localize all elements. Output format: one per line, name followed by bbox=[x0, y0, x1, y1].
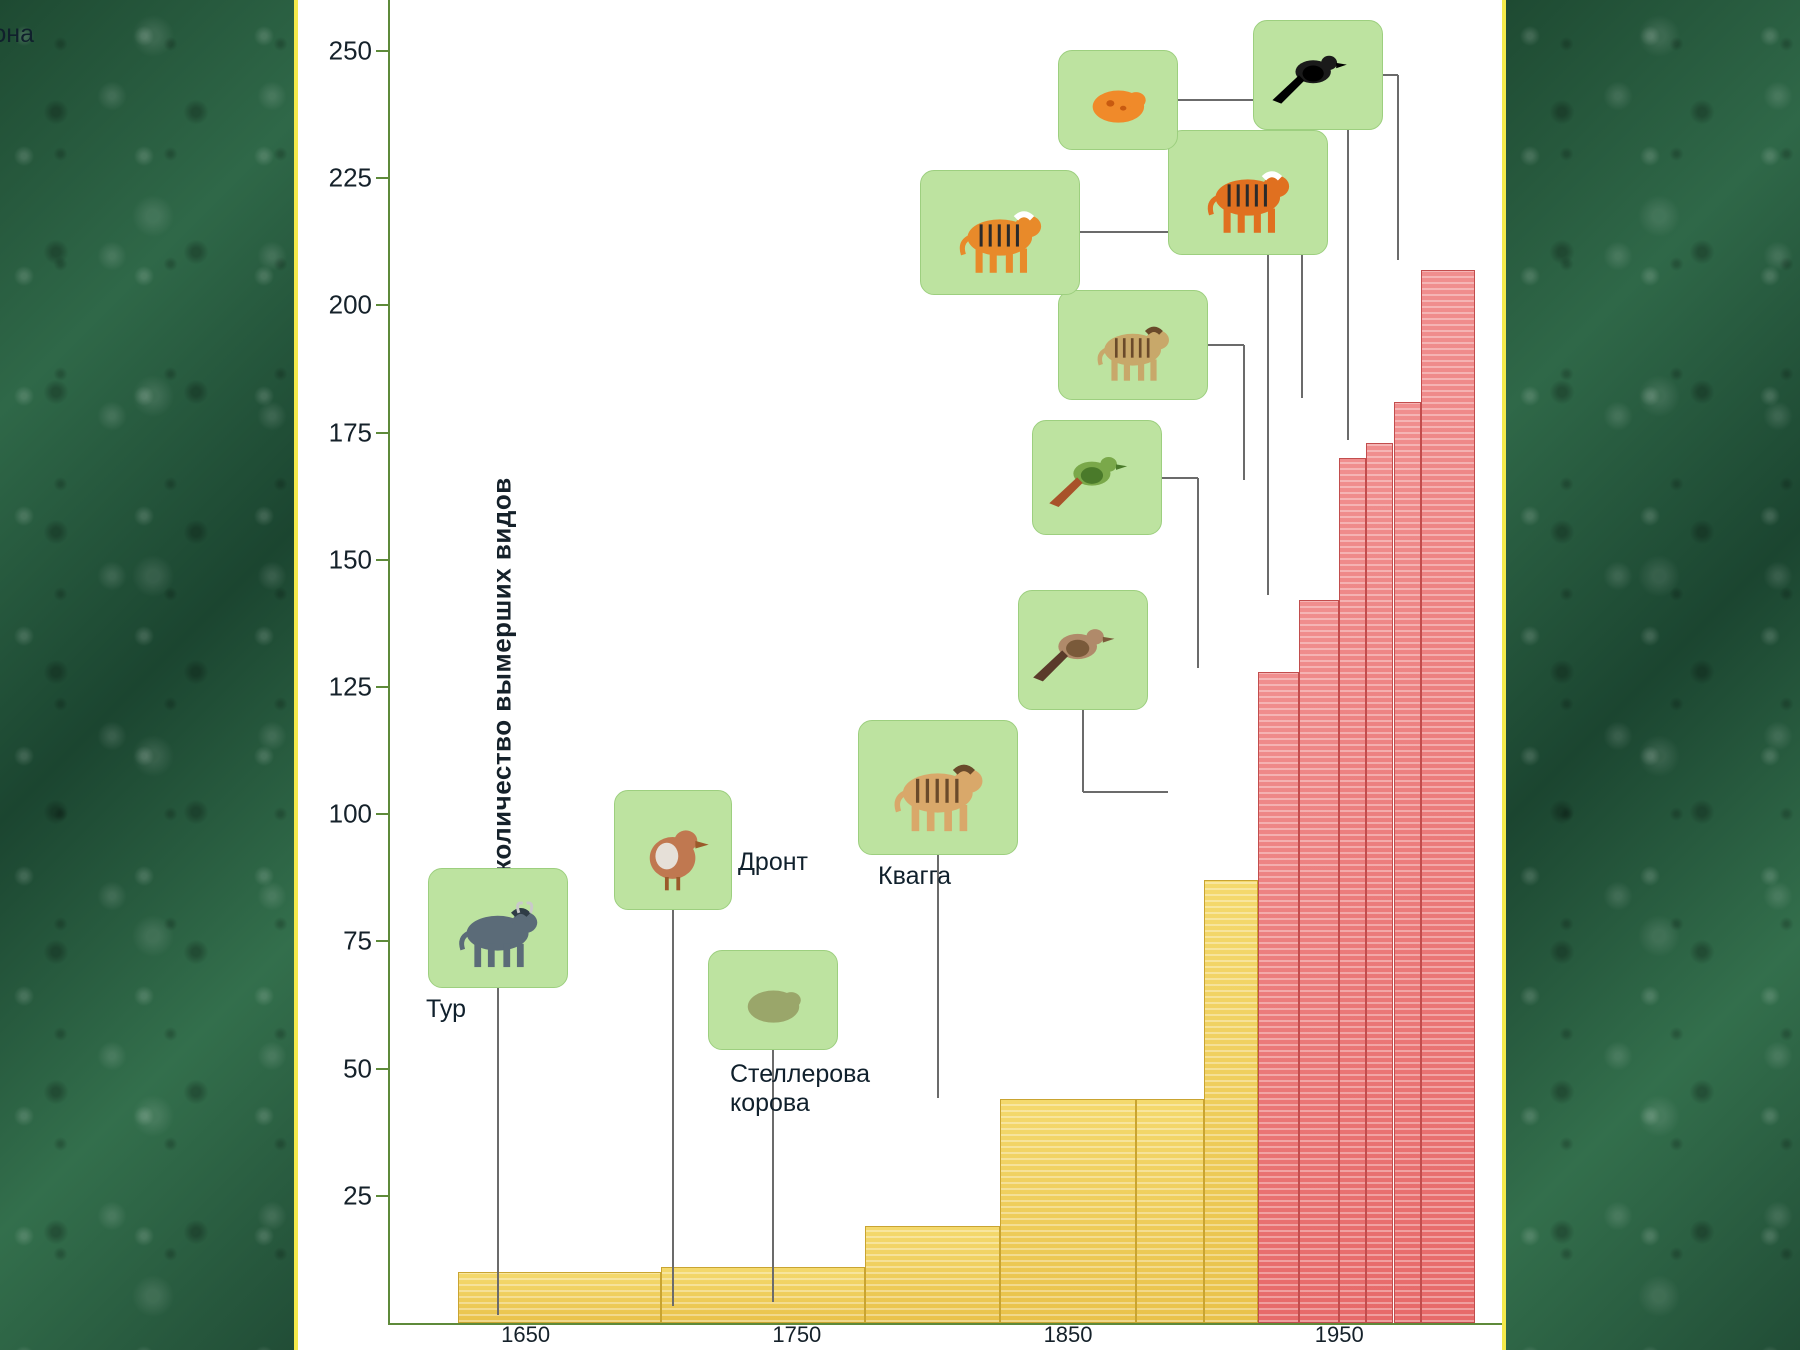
y-tick-label: 125 bbox=[326, 671, 372, 702]
bar bbox=[1394, 402, 1421, 1323]
y-tick-label: 100 bbox=[326, 799, 372, 830]
bar bbox=[1366, 443, 1393, 1323]
extinct-species-chart: количество вымерших видов ТурДронтСтелле… bbox=[298, 0, 1502, 1350]
bar bbox=[458, 1272, 661, 1323]
y-tick bbox=[376, 940, 390, 942]
y-tick bbox=[376, 177, 390, 179]
marble-right bbox=[1506, 0, 1800, 1350]
x-tick-label: 1950 bbox=[1315, 1322, 1364, 1348]
chart-panel: количество вымерших видов ТурДронтСтелле… bbox=[294, 0, 1506, 1350]
bar bbox=[1000, 1099, 1136, 1323]
y-tick-label: 25 bbox=[326, 1180, 372, 1211]
bars-layer bbox=[390, 0, 1502, 1323]
y-tick-label: 150 bbox=[326, 544, 372, 575]
y-tick bbox=[376, 304, 390, 306]
y-tick bbox=[376, 1068, 390, 1070]
y-tick-label: 250 bbox=[326, 35, 372, 66]
y-tick bbox=[376, 1195, 390, 1197]
x-tick-label: 1850 bbox=[1044, 1322, 1093, 1348]
y-tick bbox=[376, 50, 390, 52]
stage: количество вымерших видов ТурДронтСтелле… bbox=[0, 0, 1800, 1350]
marble-left bbox=[0, 0, 294, 1350]
y-tick bbox=[376, 559, 390, 561]
x-tick-label: 1650 bbox=[501, 1322, 550, 1348]
y-tick-label: 200 bbox=[326, 290, 372, 321]
y-tick-label: 75 bbox=[326, 926, 372, 957]
bar bbox=[1136, 1099, 1204, 1323]
x-tick-label: 1750 bbox=[772, 1322, 821, 1348]
y-tick bbox=[376, 686, 390, 688]
bar bbox=[1339, 458, 1366, 1323]
y-tick bbox=[376, 432, 390, 434]
bar bbox=[1204, 880, 1258, 1323]
y-tick-label: 225 bbox=[326, 163, 372, 194]
bar bbox=[661, 1267, 864, 1323]
y-tick bbox=[376, 813, 390, 815]
bar bbox=[1258, 672, 1299, 1323]
y-tick-label: 50 bbox=[326, 1053, 372, 1084]
y-tick-label: 175 bbox=[326, 417, 372, 448]
bar bbox=[1421, 270, 1475, 1323]
bar bbox=[1299, 600, 1340, 1323]
bar bbox=[865, 1226, 1001, 1323]
